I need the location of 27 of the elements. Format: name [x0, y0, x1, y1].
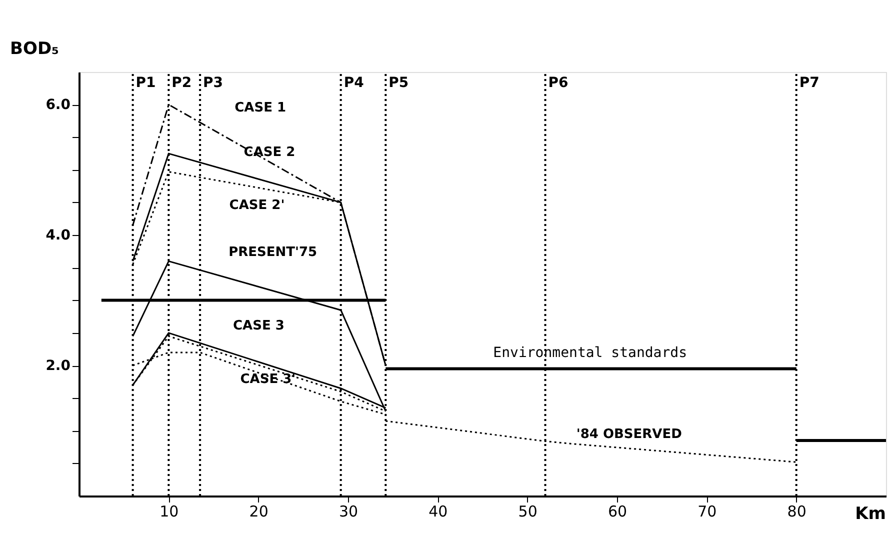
annotation: Environmental standards [493, 344, 688, 361]
annotation: CASE 1 [234, 100, 286, 116]
x-tick-label: 50 [518, 502, 538, 520]
y-axis-title: BOD₅ [10, 39, 59, 59]
y-tick-label: 2.0 [46, 358, 71, 374]
x-tick-label: 10 [160, 502, 179, 520]
ref-line-label: P2 [172, 75, 192, 91]
ref-line-label: P7 [799, 75, 820, 91]
x-tick-label: 30 [338, 502, 358, 520]
annotation: PRESENT'75 [228, 245, 318, 260]
x-tick-label: 40 [428, 502, 448, 520]
x-tick-label: 70 [698, 502, 717, 520]
x-axis-title: Km [855, 504, 886, 524]
ref-line-label: P3 [203, 75, 224, 91]
y-tick-label: 6.0 [46, 97, 71, 114]
x-tick-label: 60 [608, 502, 628, 520]
annotation: CASE 2 [244, 144, 296, 160]
ref-line-label: P5 [388, 75, 409, 91]
ref-line-label: P4 [344, 75, 364, 91]
y-tick-label: 4.0 [46, 228, 71, 244]
annotation: CASE 2' [229, 198, 285, 213]
annotation: CASE 3 [233, 318, 284, 334]
ref-line-label: P1 [136, 75, 156, 91]
x-tick-label: 20 [249, 502, 268, 520]
x-tick-label: 80 [787, 502, 806, 520]
annotation: '84 OBSERVED [576, 426, 682, 442]
ref-line-label: P6 [548, 75, 568, 91]
